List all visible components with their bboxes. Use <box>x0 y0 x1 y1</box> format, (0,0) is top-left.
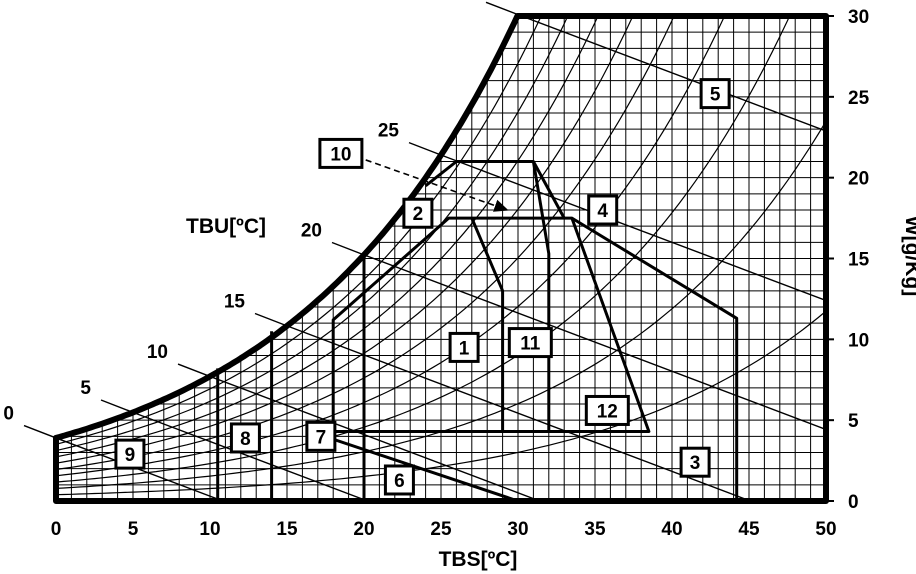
x-axis-title: TBS[ºC] <box>439 548 518 571</box>
x-tick-label: 15 <box>276 519 298 540</box>
x-tick-label: 40 <box>661 519 682 540</box>
wet-bulb-label: 15 <box>224 292 246 313</box>
wet-bulb-line <box>363 254 826 501</box>
wet-bulb-label: 0 <box>3 404 14 425</box>
zone-label-box <box>402 197 434 229</box>
x-tick-label: 35 <box>584 519 606 540</box>
wet-bulb-leader <box>100 399 134 414</box>
zone-label-2: 2 <box>413 204 424 225</box>
wet-bulb-leader <box>254 312 288 327</box>
grid <box>56 16 826 501</box>
zone-label-11: 11 <box>520 334 541 355</box>
wet-bulb-labels: 0 5 10 15 20 25 30 <box>3 0 519 439</box>
zone-label-box <box>448 331 480 363</box>
zone-label-12: 12 <box>597 401 618 422</box>
zone-boundary <box>532 160 566 219</box>
y-tick-label: 5 <box>848 411 859 432</box>
x-tick-label: 10 <box>199 519 220 540</box>
wet-bulb-label: 25 <box>378 121 400 142</box>
wet-bulb-leader <box>23 424 57 439</box>
y-tick-label: 25 <box>848 88 870 109</box>
x-tick-label: 0 <box>51 519 62 540</box>
zone-label-box <box>114 438 146 470</box>
relative-humidity-curve <box>56 16 826 445</box>
wet-bulb-label: 30 <box>455 0 476 1</box>
x-tick-label: 5 <box>128 519 139 540</box>
zone-label-4: 4 <box>597 201 608 222</box>
zone-boundaries <box>216 155 739 503</box>
zone-10-arrow <box>356 155 509 212</box>
relative-humidity-curve <box>56 16 826 458</box>
y-tick-label: 30 <box>848 7 869 28</box>
wet-bulb-label: 20 <box>301 220 322 241</box>
y-tick-label: 20 <box>848 169 869 190</box>
relative-humidity-curve <box>56 16 826 464</box>
relative-humidity-curve <box>56 16 826 477</box>
zone-label-box <box>229 422 261 454</box>
y-axis-title: W[g/Kg] <box>901 216 916 296</box>
relative-humidity-curve <box>56 16 826 483</box>
zone-label-box <box>587 194 619 226</box>
x-tick-label: 45 <box>738 519 760 540</box>
plot-border <box>53 13 829 504</box>
zone-label-10: 10 <box>330 144 351 165</box>
wet-bulb-leader <box>177 363 211 378</box>
chart-frame <box>53 13 829 504</box>
zone-label-6: 6 <box>394 471 405 492</box>
wet-bulb-axis-title: TBU[ºC] <box>186 215 266 238</box>
zone-label-box <box>699 78 731 110</box>
x-tick-label: 25 <box>430 519 452 540</box>
relative-humidity-curve <box>56 310 826 496</box>
zone-label-box <box>318 137 364 169</box>
zone-label-8: 8 <box>240 429 251 450</box>
wet-bulb-line <box>132 411 368 501</box>
zone-boundary <box>331 160 651 433</box>
wet-bulb-leader <box>408 141 442 156</box>
zone-boundary <box>571 216 739 501</box>
zone-label-5: 5 <box>710 85 721 106</box>
zone-label-box <box>507 327 553 359</box>
x-tick-label: 20 <box>353 519 374 540</box>
wet-bulb-label: 5 <box>80 378 91 399</box>
zone-label-box <box>584 394 630 426</box>
y-tick-label: 15 <box>848 250 870 271</box>
zone-label-9: 9 <box>125 445 136 466</box>
zone-boundary <box>470 217 505 432</box>
zone-boundary <box>424 160 458 187</box>
wet-bulb-leader <box>485 1 519 16</box>
wet-bulb-line <box>517 16 826 501</box>
y-tick-label: 0 <box>848 492 859 513</box>
x-tick-label: 30 <box>507 519 528 540</box>
zone-label-1: 1 <box>459 338 470 359</box>
x-tick-labels: 0 5 10 15 20 25 30 35 40 45 50 <box>51 519 837 540</box>
x-tick-label: 50 <box>815 519 836 540</box>
y-tick-labels: 0 5 10 15 20 25 30 <box>826 7 870 513</box>
y-tick-label: 10 <box>848 330 869 351</box>
wet-bulb-leader <box>331 241 365 256</box>
zone-label-3: 3 <box>690 453 701 474</box>
zone-label-7: 7 <box>316 427 327 448</box>
zone-label-box <box>305 420 337 452</box>
zone-label-box <box>383 464 415 496</box>
relative-humidity-curve <box>56 16 826 471</box>
wet-bulb-lines <box>56 16 826 501</box>
wet-bulb-line <box>209 375 540 501</box>
wet-bulb-label: 10 <box>147 342 168 363</box>
zone-label-box <box>679 446 711 478</box>
